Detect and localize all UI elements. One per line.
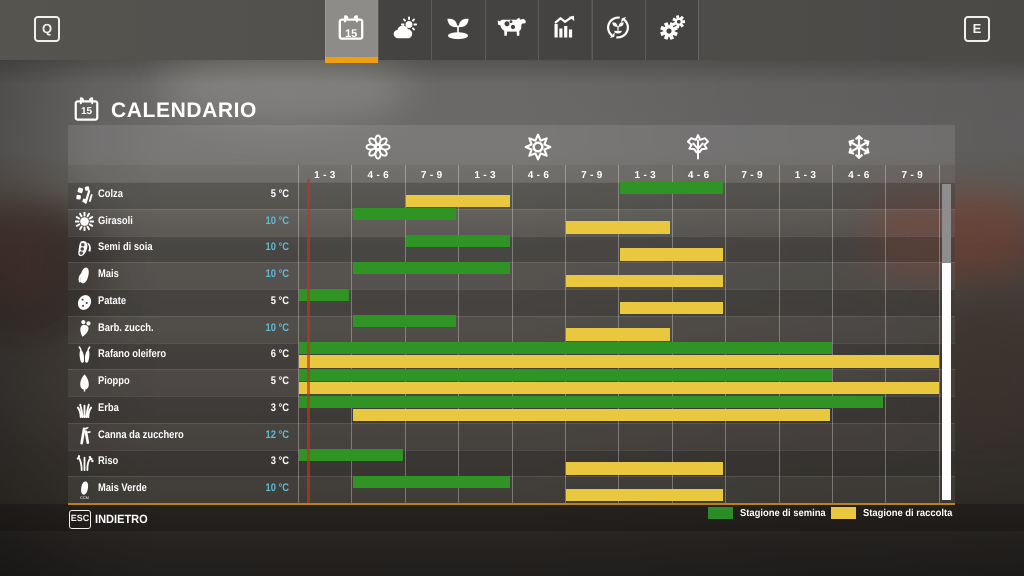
svg-text:CCM: CCM — [80, 495, 89, 499]
